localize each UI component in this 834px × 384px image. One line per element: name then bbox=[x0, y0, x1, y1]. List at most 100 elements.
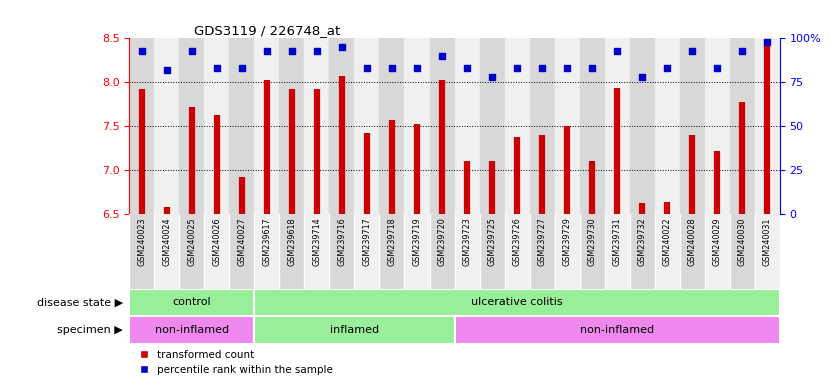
Bar bbox=[530, 38, 555, 214]
Bar bbox=[204, 214, 229, 289]
Point bbox=[686, 48, 699, 54]
Bar bbox=[680, 214, 705, 289]
Point bbox=[535, 65, 549, 71]
Text: disease state ▶: disease state ▶ bbox=[37, 298, 123, 308]
Point bbox=[235, 65, 249, 71]
Point bbox=[460, 65, 474, 71]
Bar bbox=[329, 214, 354, 289]
Point bbox=[711, 65, 724, 71]
Bar bbox=[279, 214, 304, 289]
Point bbox=[185, 48, 198, 54]
Text: GSM239618: GSM239618 bbox=[288, 217, 296, 266]
Text: inflamed: inflamed bbox=[330, 325, 379, 335]
Bar bbox=[129, 214, 154, 289]
Point bbox=[310, 48, 324, 54]
Point bbox=[335, 44, 349, 50]
Bar bbox=[655, 38, 680, 214]
Point bbox=[636, 74, 649, 80]
Text: GSM239732: GSM239732 bbox=[638, 217, 646, 266]
Text: GSM239730: GSM239730 bbox=[588, 217, 596, 266]
Bar bbox=[254, 289, 780, 316]
Bar bbox=[480, 38, 505, 214]
Text: GSM240025: GSM240025 bbox=[188, 217, 196, 266]
Bar bbox=[129, 38, 154, 214]
Point bbox=[510, 65, 524, 71]
Bar bbox=[730, 214, 755, 289]
Text: GSM239617: GSM239617 bbox=[263, 217, 271, 266]
Bar bbox=[605, 214, 630, 289]
Bar bbox=[204, 38, 229, 214]
Bar bbox=[404, 38, 430, 214]
Text: GSM239726: GSM239726 bbox=[513, 217, 521, 266]
Bar bbox=[605, 38, 630, 214]
Bar bbox=[129, 289, 254, 316]
Bar bbox=[755, 38, 780, 214]
Bar bbox=[505, 38, 530, 214]
Point bbox=[360, 65, 374, 71]
Bar bbox=[129, 316, 254, 344]
Text: GSM240026: GSM240026 bbox=[213, 217, 221, 266]
Legend: transformed count, percentile rank within the sample: transformed count, percentile rank withi… bbox=[134, 346, 338, 379]
Text: GSM240022: GSM240022 bbox=[663, 217, 671, 266]
Bar bbox=[705, 38, 730, 214]
Bar bbox=[354, 38, 379, 214]
Point bbox=[210, 65, 224, 71]
Bar bbox=[154, 214, 179, 289]
Bar bbox=[354, 214, 379, 289]
Bar bbox=[730, 38, 755, 214]
Bar bbox=[630, 214, 655, 289]
Bar bbox=[455, 214, 480, 289]
Bar bbox=[680, 38, 705, 214]
Bar bbox=[304, 38, 329, 214]
Text: control: control bbox=[173, 298, 211, 308]
Text: GSM240028: GSM240028 bbox=[688, 217, 696, 266]
Point bbox=[410, 65, 424, 71]
Bar bbox=[254, 316, 455, 344]
Bar bbox=[705, 214, 730, 289]
Bar bbox=[530, 214, 555, 289]
Bar bbox=[580, 38, 605, 214]
Point bbox=[736, 48, 749, 54]
Point bbox=[135, 48, 148, 54]
Bar bbox=[254, 38, 279, 214]
Bar bbox=[379, 38, 404, 214]
Bar bbox=[755, 214, 780, 289]
Text: GSM239716: GSM239716 bbox=[338, 217, 346, 266]
Point bbox=[485, 74, 499, 80]
Point bbox=[385, 65, 399, 71]
Bar bbox=[154, 38, 179, 214]
Bar bbox=[404, 214, 430, 289]
Bar bbox=[179, 214, 204, 289]
Text: GSM240029: GSM240029 bbox=[713, 217, 721, 266]
Bar bbox=[630, 38, 655, 214]
Text: GSM239727: GSM239727 bbox=[538, 217, 546, 266]
Bar bbox=[229, 38, 254, 214]
Point bbox=[160, 67, 173, 73]
Text: non-inflamed: non-inflamed bbox=[155, 325, 229, 335]
Text: non-inflamed: non-inflamed bbox=[580, 325, 654, 335]
Bar bbox=[555, 214, 580, 289]
Text: GSM240030: GSM240030 bbox=[738, 217, 746, 266]
Text: GSM239731: GSM239731 bbox=[613, 217, 621, 266]
Text: GSM239719: GSM239719 bbox=[413, 217, 421, 266]
Bar bbox=[430, 214, 455, 289]
Bar bbox=[430, 38, 455, 214]
Point bbox=[585, 65, 599, 71]
Bar bbox=[254, 214, 279, 289]
Text: GSM239718: GSM239718 bbox=[388, 217, 396, 266]
Bar bbox=[505, 214, 530, 289]
Point bbox=[285, 48, 299, 54]
Bar bbox=[480, 214, 505, 289]
Point bbox=[610, 48, 624, 54]
Bar bbox=[655, 214, 680, 289]
Text: GSM239729: GSM239729 bbox=[563, 217, 571, 266]
Bar bbox=[580, 214, 605, 289]
Text: GSM240023: GSM240023 bbox=[138, 217, 146, 266]
Text: GSM239720: GSM239720 bbox=[438, 217, 446, 266]
Text: GSM239723: GSM239723 bbox=[463, 217, 471, 266]
Text: GSM240027: GSM240027 bbox=[238, 217, 246, 266]
Point bbox=[560, 65, 574, 71]
Bar bbox=[455, 38, 480, 214]
Bar bbox=[329, 38, 354, 214]
Point bbox=[260, 48, 274, 54]
